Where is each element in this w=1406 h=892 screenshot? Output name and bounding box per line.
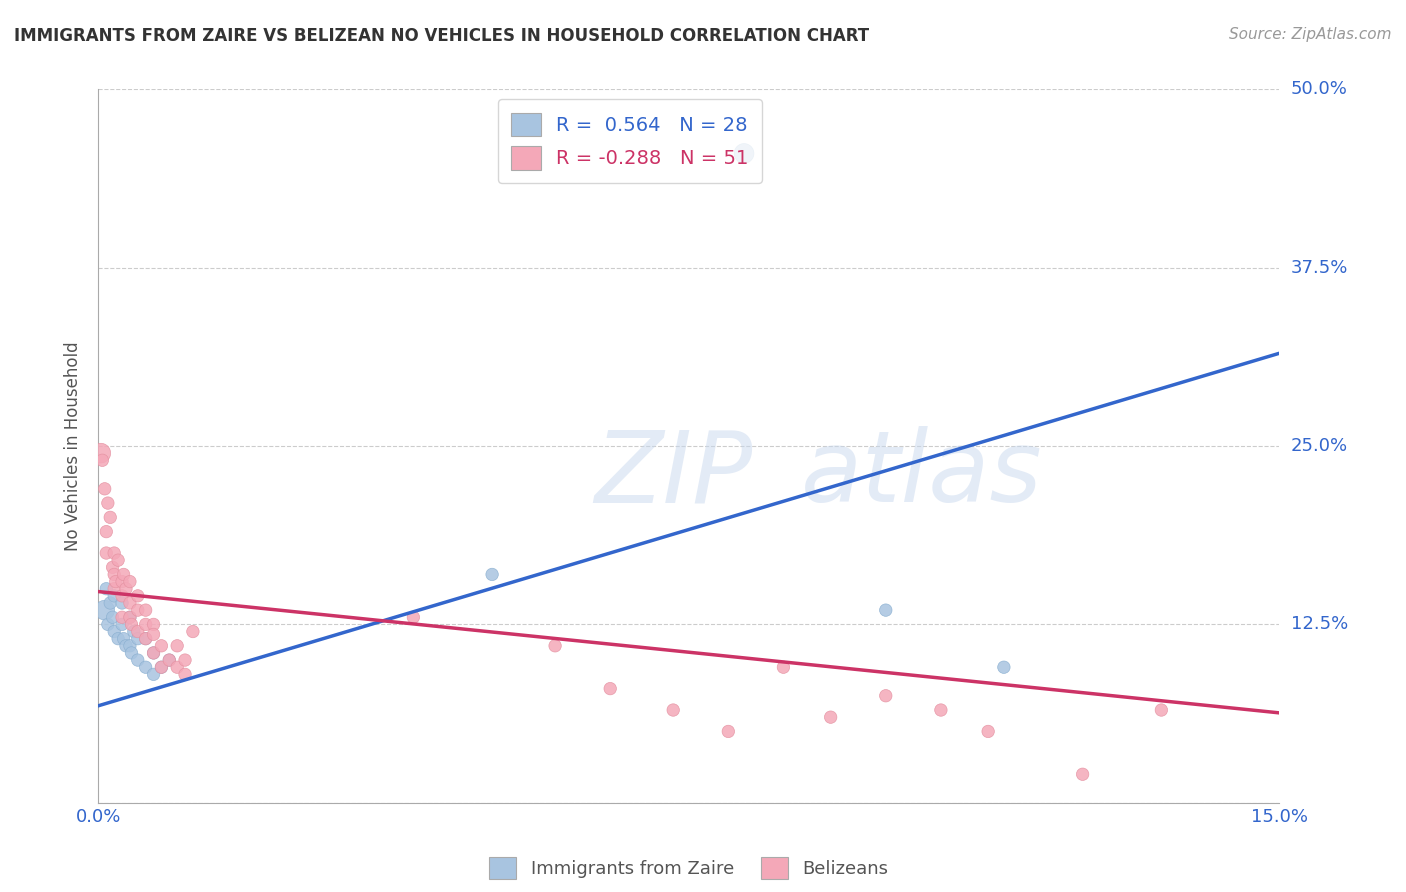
Point xyxy=(127,624,149,639)
Point xyxy=(118,596,141,610)
Point xyxy=(157,653,180,667)
Point xyxy=(127,632,149,646)
Point xyxy=(103,589,125,603)
Point xyxy=(96,582,118,596)
Point xyxy=(142,627,165,641)
Point xyxy=(135,632,157,646)
Point xyxy=(97,617,120,632)
Text: 37.5%: 37.5% xyxy=(1291,259,1348,277)
Point xyxy=(481,567,503,582)
Point xyxy=(93,482,115,496)
Point xyxy=(875,603,897,617)
Point xyxy=(90,446,112,460)
Point xyxy=(135,603,157,617)
Point xyxy=(174,667,197,681)
Point xyxy=(875,689,897,703)
Point xyxy=(103,567,125,582)
Point xyxy=(103,582,125,596)
Point xyxy=(118,610,141,624)
Point xyxy=(544,639,567,653)
Point xyxy=(599,681,621,696)
Point xyxy=(993,660,1015,674)
Text: 12.5%: 12.5% xyxy=(1291,615,1348,633)
Point xyxy=(127,653,149,667)
Point xyxy=(104,574,127,589)
Point xyxy=(717,724,740,739)
Point xyxy=(91,453,114,467)
Point xyxy=(166,639,188,653)
Point xyxy=(96,546,118,560)
Point xyxy=(157,653,180,667)
Point xyxy=(115,582,138,596)
Point xyxy=(929,703,952,717)
Point xyxy=(112,567,135,582)
Point xyxy=(121,617,143,632)
Text: 50.0%: 50.0% xyxy=(1291,80,1347,98)
Text: 25.0%: 25.0% xyxy=(1291,437,1348,455)
Point xyxy=(135,632,157,646)
Point xyxy=(142,646,165,660)
Point xyxy=(112,632,135,646)
Point xyxy=(135,617,157,632)
Point xyxy=(101,610,124,624)
Point xyxy=(98,596,121,610)
Point xyxy=(820,710,842,724)
Point xyxy=(174,653,197,667)
Point xyxy=(142,617,165,632)
Point xyxy=(107,553,129,567)
Point xyxy=(118,574,141,589)
Text: atlas: atlas xyxy=(801,426,1043,523)
Text: ZIP: ZIP xyxy=(595,426,752,523)
Point xyxy=(101,560,124,574)
Point xyxy=(662,703,685,717)
Point xyxy=(122,624,145,639)
Point xyxy=(1150,703,1173,717)
Point xyxy=(150,660,173,674)
Point xyxy=(135,660,157,674)
Point xyxy=(118,639,141,653)
Point xyxy=(977,724,1000,739)
Point xyxy=(111,617,134,632)
Point xyxy=(127,589,149,603)
Point xyxy=(103,624,125,639)
Point xyxy=(96,524,118,539)
Point xyxy=(150,660,173,674)
Point xyxy=(121,646,143,660)
Y-axis label: No Vehicles in Household: No Vehicles in Household xyxy=(65,341,83,551)
Text: IMMIGRANTS FROM ZAIRE VS BELIZEAN NO VEHICLES IN HOUSEHOLD CORRELATION CHART: IMMIGRANTS FROM ZAIRE VS BELIZEAN NO VEH… xyxy=(14,27,869,45)
Point xyxy=(1071,767,1094,781)
Point xyxy=(166,660,188,674)
Point xyxy=(127,603,149,617)
Point xyxy=(772,660,794,674)
Point xyxy=(115,639,138,653)
Point xyxy=(107,632,129,646)
Point xyxy=(111,610,134,624)
Text: Source: ZipAtlas.com: Source: ZipAtlas.com xyxy=(1229,27,1392,42)
Point xyxy=(181,624,204,639)
Point xyxy=(142,646,165,660)
Point xyxy=(97,496,120,510)
Point xyxy=(733,146,755,161)
Point xyxy=(93,603,115,617)
Point xyxy=(98,510,121,524)
Point xyxy=(142,667,165,681)
Legend: Immigrants from Zaire, Belizeans: Immigrants from Zaire, Belizeans xyxy=(482,850,896,887)
Point xyxy=(111,589,134,603)
Point xyxy=(402,610,425,624)
Point xyxy=(111,596,134,610)
Point xyxy=(103,546,125,560)
Point xyxy=(111,574,134,589)
Point xyxy=(150,639,173,653)
Point xyxy=(118,610,141,624)
